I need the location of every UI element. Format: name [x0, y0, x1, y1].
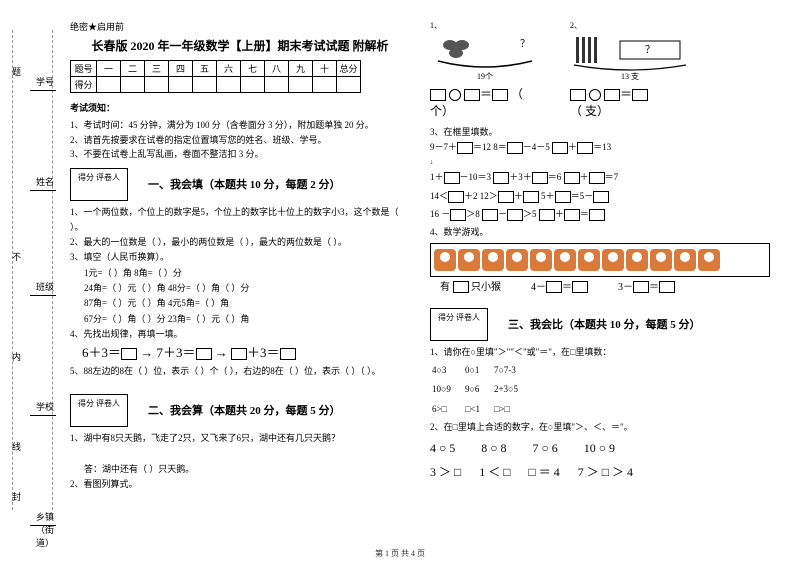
s1-q3d: 67分=（ ）角（ ）分 23角=（ ）元（ ）角 — [84, 312, 410, 327]
exam-page: 乡镇（街道） 学校 班级 姓名 学号 封 线 内 不 题 绝密★启用前 长春版 … — [0, 0, 800, 565]
side-school: 学校 — [36, 400, 54, 413]
score-h-5: 五 — [193, 61, 217, 77]
monkey-row-1 — [434, 249, 766, 271]
s1-q2: 2、最大的一位数是（ ），最小的两位数是（ ），最大的两位数是（ ）。 — [70, 235, 410, 250]
monkey-icon — [434, 249, 456, 271]
figure-1: 1、 ？ 19个 ＝ （ 个） — [430, 20, 540, 119]
score-h-1: 一 — [97, 61, 121, 77]
fig1-eq: ＝ （ 个） — [430, 85, 540, 119]
s1-q3a: 1元=（ ）角 8角=（ ）分 — [84, 266, 410, 281]
left-column: 绝密★启用前 长春版 2020 年一年级数学【上册】期末考试试题 附解析 题号 … — [70, 20, 410, 493]
score-h-3: 三 — [145, 61, 169, 77]
s1-q3b: 24角=（ ）元（ ）角 48分=（ ）角（ ）分 — [84, 281, 410, 296]
fig2-q: ？ — [645, 45, 655, 56]
s1-q3c: 87角=（ ）元（ ）角 4元5角=（ ）角 — [84, 296, 410, 311]
side-line-1 — [30, 90, 56, 91]
section-1-content: 1、一个两位数，个位上的数字是5，个位上的数字比十位上的数字小3，这个数是（ ）… — [70, 205, 410, 380]
seal-c1: 封 — [12, 490, 21, 503]
right-q3: 3、在框里填数。 9－7＋＝12 8＝－4－5 ＋＝13 ↓ 1＋－10＝3 ＋… — [430, 125, 770, 296]
exam-title: 长春版 2020 年一年级数学【上册】期末考试试题 附解析 — [70, 37, 410, 54]
grader-box-3: 得分 评卷人 — [430, 308, 488, 341]
s1-q5: 5、88左边的8在（ ）位，表示（ ）个（ ），右边的8在（ ）位，表示（ ）（… — [70, 364, 410, 379]
confidential-label: 绝密★启用前 — [70, 20, 410, 33]
score-h-8: 八 — [265, 61, 289, 77]
seal-c2: 线 — [12, 440, 21, 453]
score-h-9: 九 — [289, 61, 313, 77]
eggs-icon: ？ — [430, 31, 540, 71]
score-row2-label: 得分 — [71, 77, 97, 93]
r-q3: 3、在框里填数。 — [430, 125, 770, 140]
side-name: 姓名 — [36, 175, 54, 188]
side-line-3 — [30, 295, 56, 296]
score-h-10: 十 — [313, 61, 337, 77]
instr-title: 考试须知： — [70, 101, 410, 115]
s2-q1-ans: 答：湖中还有（ ）只天鹅。 — [70, 462, 410, 477]
section-3-content: 1、请你在○里填"＞""＜"或"＝"，在□里填数： 4○30○17○7-3 10… — [430, 345, 770, 482]
grader-box-1: 得分 评卷人 — [70, 168, 128, 201]
fig2-eq: ＝ （ 支） — [570, 85, 690, 119]
s1-q1: 1、一个两位数，个位上的数字是5，个位上的数字比十位上的数字小3，这个数是（ ）… — [70, 205, 410, 236]
compare-row-b: 3 ＞ □1 ＜ □□ ＝ 47 ＞ □ ＞ 4 — [430, 462, 770, 482]
figures-row: 1、 ？ 19个 ＝ （ 个） 2、 ？ — [430, 20, 770, 119]
compare-table-1: 4○30○17○7-3 10○99○62+3○5 6>□□<1□>□ — [430, 360, 532, 420]
pencils-icon: ？ — [570, 31, 700, 71]
s3-q1: 1、请你在○里填"＞""＜"或"＝"，在□里填数： — [430, 345, 770, 360]
right-column: 1、 ？ 19个 ＝ （ 个） 2、 ？ — [430, 20, 770, 482]
section-3-title: 三、我会比（本题共 10 分，每题 5 分） — [508, 316, 701, 332]
section-2-head: 得分 评卷人 二、我会算（本题共 20 分，每题 5 分） — [70, 394, 410, 427]
r-q4: 4、数学游戏。 — [430, 225, 770, 240]
s1-q4: 4、先找出规律，再填一填。 — [70, 327, 410, 342]
section-3-head: 得分 评卷人 三、我会比（本题共 10 分，每题 5 分） — [430, 308, 770, 341]
score-h-4: 四 — [169, 61, 193, 77]
fig2-label: 13 支 — [570, 71, 690, 82]
section-1-head: 得分 评卷人 一、我会填（本题共 10 分，每题 2 分） — [70, 168, 410, 201]
score-h-7: 七 — [241, 61, 265, 77]
side-id: 学号 — [36, 75, 54, 88]
figure-2: 2、 ？ 13 支 ＝ （ 支） — [570, 20, 690, 119]
section-2-content: 1、湖中有8只天鹅，飞走了2只，又飞来了6只，湖中还有几只天鹅？ 答：湖中还有（… — [70, 431, 410, 493]
instr-2: 2、请首先按要求在试卷的指定位置填写您的姓名、班级、学号。 — [70, 133, 410, 147]
r-q4-sub: 有 只小猴 4－＝ 3－＝ — [430, 279, 770, 296]
instr-3: 3、不要在试卷上乱写乱画，卷面不整洁扣 3 分。 — [70, 147, 410, 161]
score-h-6: 六 — [217, 61, 241, 77]
score-blank[interactable] — [97, 77, 121, 93]
side-class: 班级 — [36, 280, 54, 293]
grader-box-2: 得分 评卷人 — [70, 394, 128, 427]
seal-c3: 内 — [12, 350, 21, 363]
s1-q3: 3、填空（人民币换算）。 — [70, 250, 410, 265]
instructions: 考试须知： 1、考试时间：45 分钟，满分为 100 分（含卷面分 3 分），附… — [70, 101, 410, 162]
fig1-label: 19个 — [430, 71, 540, 82]
instr-1: 1、考试时间：45 分钟，满分为 100 分（含卷面分 3 分），附加题单独 2… — [70, 118, 410, 132]
s2-q1: 1、湖中有8只天鹅，飞走了2只，又飞来了6只，湖中还有几只天鹅？ — [70, 431, 410, 446]
compare-row-a: 4 ○ 58 ○ 87 ○ 610 ○ 9 — [430, 438, 770, 458]
seal-c4: 不 — [12, 250, 21, 263]
score-h-2: 二 — [121, 61, 145, 77]
s2-q2: 2、看图列算式。 — [70, 477, 410, 492]
score-h-11: 总分 — [337, 61, 361, 77]
score-h-0: 题号 — [71, 61, 97, 77]
s3-q2: 2、在□里填上合适的数字，在○里填"＞、＜、＝"。 — [430, 420, 770, 435]
side-line-2 — [30, 190, 56, 191]
score-table: 题号 一 二 三 四 五 六 七 八 九 十 总分 得分 — [70, 60, 361, 93]
seal-c5: 题 — [12, 65, 21, 78]
side-line-4 — [30, 415, 56, 416]
fig1-q: ？ — [520, 39, 530, 50]
monkey-box — [430, 243, 770, 277]
side-town: 乡镇（街道） — [36, 510, 56, 549]
page-footer: 第 1 页 共 4 页 — [0, 548, 800, 559]
side-line-5 — [30, 525, 56, 526]
binding-side: 乡镇（街道） 学校 班级 姓名 学号 封 线 内 不 题 — [6, 20, 56, 540]
section-1-title: 一、我会填（本题共 10 分，每题 2 分） — [148, 176, 341, 192]
s1-q4-expr: 6＋3＝ → 7＋3＝ → ＋3＝ — [70, 342, 410, 364]
section-2-title: 二、我会算（本题共 20 分，每题 5 分） — [148, 402, 341, 418]
